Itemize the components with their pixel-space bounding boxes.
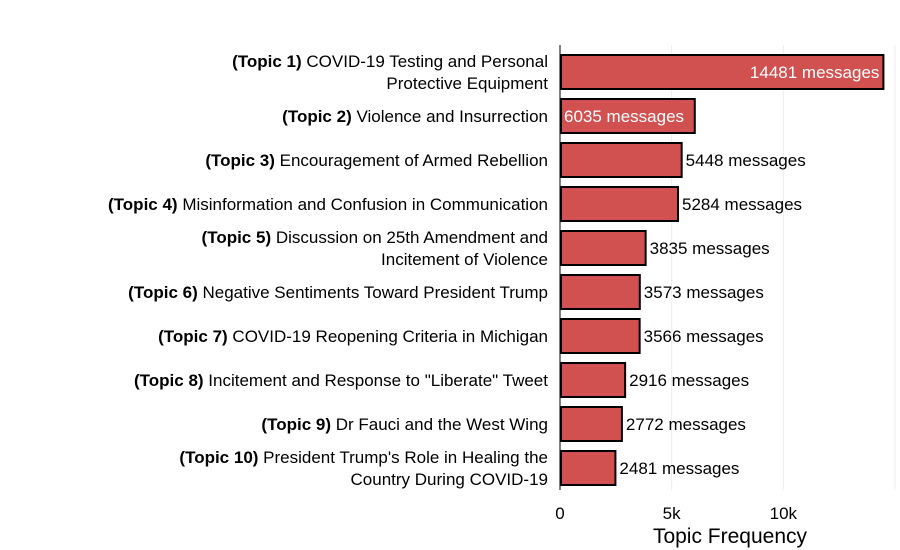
x-tick-label: 5k: [663, 504, 681, 523]
topic-name: Dr Fauci and the West Wing: [331, 415, 548, 434]
category-label: (Topic 2) Violence and Insurrection: [282, 107, 548, 126]
topic-prefix: (Topic 10): [179, 448, 258, 467]
value-label: 2481 messages: [619, 459, 739, 478]
bar: [560, 450, 617, 486]
bar: [560, 274, 641, 310]
topic-prefix: (Topic 8): [134, 371, 204, 390]
topic-prefix: (Topic 1): [232, 52, 302, 71]
topic-name: Encouragement of Armed Rebellion: [275, 151, 548, 170]
x-tick-label: 0: [555, 504, 564, 523]
category-label-line2: Protective Equipment: [386, 74, 548, 93]
value-label: 14481 messages: [750, 63, 879, 82]
bar: [560, 406, 623, 442]
topic-prefix: (Topic 9): [261, 415, 331, 434]
topic-name: Discussion on 25th Amendment and: [271, 228, 548, 247]
topic-prefix: (Topic 5): [202, 228, 272, 247]
bars-group: [560, 54, 885, 486]
category-labels: (Topic 1) COVID-19 Testing and Personal P…: [108, 52, 548, 489]
category-label: (Topic 7) COVID-19 Reopening Criteria in…: [158, 327, 548, 346]
bar: [560, 98, 696, 134]
topic-name: Violence and Insurrection: [352, 107, 548, 126]
topic-prefix: (Topic 2): [282, 107, 352, 126]
bar: [560, 54, 885, 90]
value-label: 2916 messages: [629, 371, 749, 390]
category-label: (Topic 8) Incitement and Response to "Li…: [134, 371, 548, 390]
topic-name: Misinformation and Confusion in Communic…: [178, 195, 548, 214]
category-label: (Topic 6) Negative Sentiments Toward Pre…: [128, 283, 548, 302]
category-label: (Topic 10) President Trump's Role in Hea…: [179, 448, 548, 467]
value-label: 3835 messages: [650, 239, 770, 258]
value-labels: 14481 messages 6035 messages 5448 messages…: [564, 63, 879, 478]
topic-name: Negative Sentiments Toward President Tru…: [198, 283, 548, 302]
topic-name: COVID-19 Testing and Personal: [302, 52, 548, 71]
topic-name: COVID-19 Reopening Criteria in Michigan: [228, 327, 548, 346]
topic-prefix: (Topic 7): [158, 327, 228, 346]
topic-name: Incitement and Response to "Liberate" Tw…: [204, 371, 549, 390]
value-label: 3573 messages: [644, 283, 764, 302]
bar: [560, 186, 680, 222]
value-label: 5284 messages: [682, 195, 802, 214]
x-tick-label: 10k: [770, 504, 798, 523]
value-label: 2772 messages: [626, 415, 746, 434]
category-label: (Topic 5) Discussion on 25th Amendment a…: [202, 228, 548, 247]
value-label: 3566 messages: [644, 327, 764, 346]
topic-prefix: (Topic 6): [128, 283, 198, 302]
category-label: (Topic 9) Dr Fauci and the West Wing: [261, 415, 548, 434]
value-label: 5448 messages: [686, 151, 806, 170]
bar: [560, 142, 683, 178]
bar: [560, 318, 641, 354]
topic-name: President Trump's Role in Healing the: [258, 448, 548, 467]
bar: [560, 362, 627, 398]
category-label-line2: Incitement of Violence: [381, 250, 548, 269]
topic-prefix: (Topic 3): [205, 151, 275, 170]
category-label: (Topic 4) Misinformation and Confusion i…: [108, 195, 548, 214]
category-label: (Topic 1) COVID-19 Testing and Personal: [232, 52, 548, 71]
category-label: (Topic 3) Encouragement of Armed Rebelli…: [205, 151, 548, 170]
x-tick-labels: 0 5k 10k: [555, 504, 797, 523]
category-label-line2: Country During COVID-19: [351, 470, 548, 489]
bar: [560, 230, 647, 266]
x-axis-title: Topic Frequency: [653, 525, 808, 548]
topic-prefix: (Topic 4): [108, 195, 178, 214]
value-label: 6035 messages: [564, 107, 684, 126]
